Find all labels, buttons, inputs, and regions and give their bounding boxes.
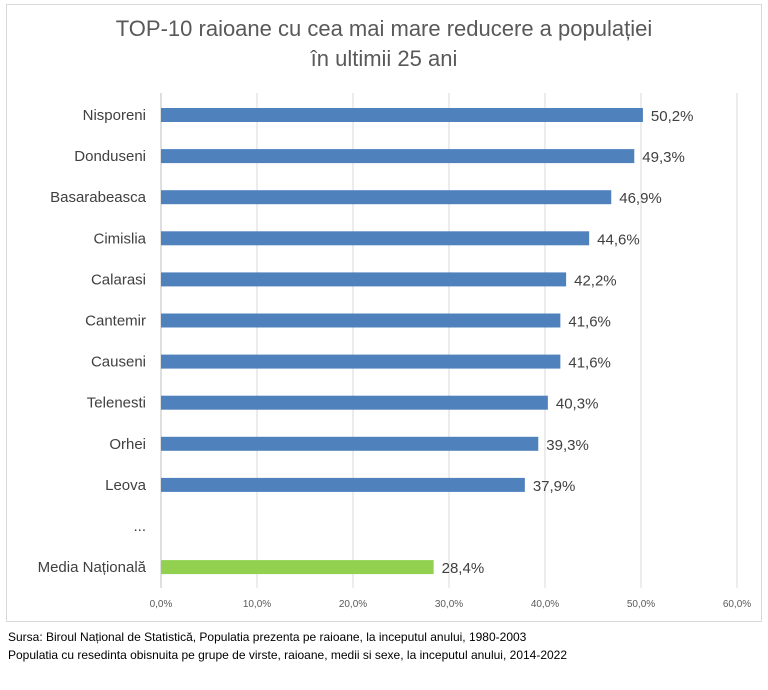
value-label: 46,9%	[619, 190, 662, 207]
bar	[161, 108, 643, 122]
bar	[161, 313, 561, 328]
bar	[161, 190, 612, 205]
value-label: 49,3%	[642, 149, 685, 166]
category-label: Leova	[105, 477, 147, 494]
source-line-1: Sursa: Biroul Național de Statistică, Po…	[8, 630, 527, 644]
value-label: 40,3%	[556, 396, 599, 413]
source-note: Sursa: Biroul Național de Statistică, Po…	[8, 628, 567, 664]
x-tick-label: 30,0%	[435, 599, 463, 610]
bar	[161, 477, 525, 492]
category-label: Nisporeni	[83, 107, 146, 124]
bar	[161, 560, 434, 575]
chart-title: TOP-10 raioane cu cea mai mare reducere …	[0, 14, 768, 74]
x-tick-label: 0,0%	[150, 599, 173, 610]
bar	[161, 436, 539, 451]
category-label: Media Națională	[38, 559, 147, 576]
category-label: Donduseni	[74, 148, 146, 165]
category-label: Telenesti	[87, 395, 146, 412]
bar	[161, 149, 635, 164]
bar	[161, 272, 567, 287]
bar	[161, 395, 548, 410]
x-tick-label: 60,0%	[723, 599, 751, 610]
x-tick-label: 40,0%	[531, 599, 559, 610]
value-label: 41,6%	[568, 355, 611, 372]
value-label: 50,2%	[651, 108, 694, 125]
x-tick-label: 50,0%	[627, 599, 655, 610]
bar	[161, 231, 590, 246]
value-label: 37,9%	[533, 478, 576, 495]
category-label: Calarasi	[91, 271, 146, 288]
value-label: 39,3%	[546, 437, 589, 454]
value-label: 28,4%	[442, 560, 485, 577]
category-label: Causeni	[91, 354, 146, 371]
bar	[161, 354, 561, 369]
value-label: 41,6%	[568, 314, 611, 331]
category-label: Cimislia	[94, 230, 147, 247]
chart-frame	[6, 4, 762, 622]
x-tick-label: 20,0%	[339, 599, 367, 610]
category-label: ...	[133, 518, 146, 535]
source-line-2: Populatia cu resedinta obisnuita pe grup…	[8, 648, 568, 662]
chart-title-line-1: TOP-10 raioane cu cea mai mare reducere …	[115, 16, 653, 41]
value-label: 44,6%	[597, 231, 640, 248]
category-label: Cantemir	[85, 313, 146, 330]
x-tick-label: 10,0%	[243, 599, 271, 610]
value-label: 42,2%	[574, 272, 617, 289]
category-label: Orhei	[109, 436, 146, 453]
category-label: Basarabeasca	[50, 189, 147, 206]
bar-chart: 0,0% 10,0% 20,0% 30,0% 40,0% 50,0% 60,0% Nispor…	[38, 93, 751, 610]
chart-title-line-2: în ultimii 25 ani	[310, 46, 458, 71]
